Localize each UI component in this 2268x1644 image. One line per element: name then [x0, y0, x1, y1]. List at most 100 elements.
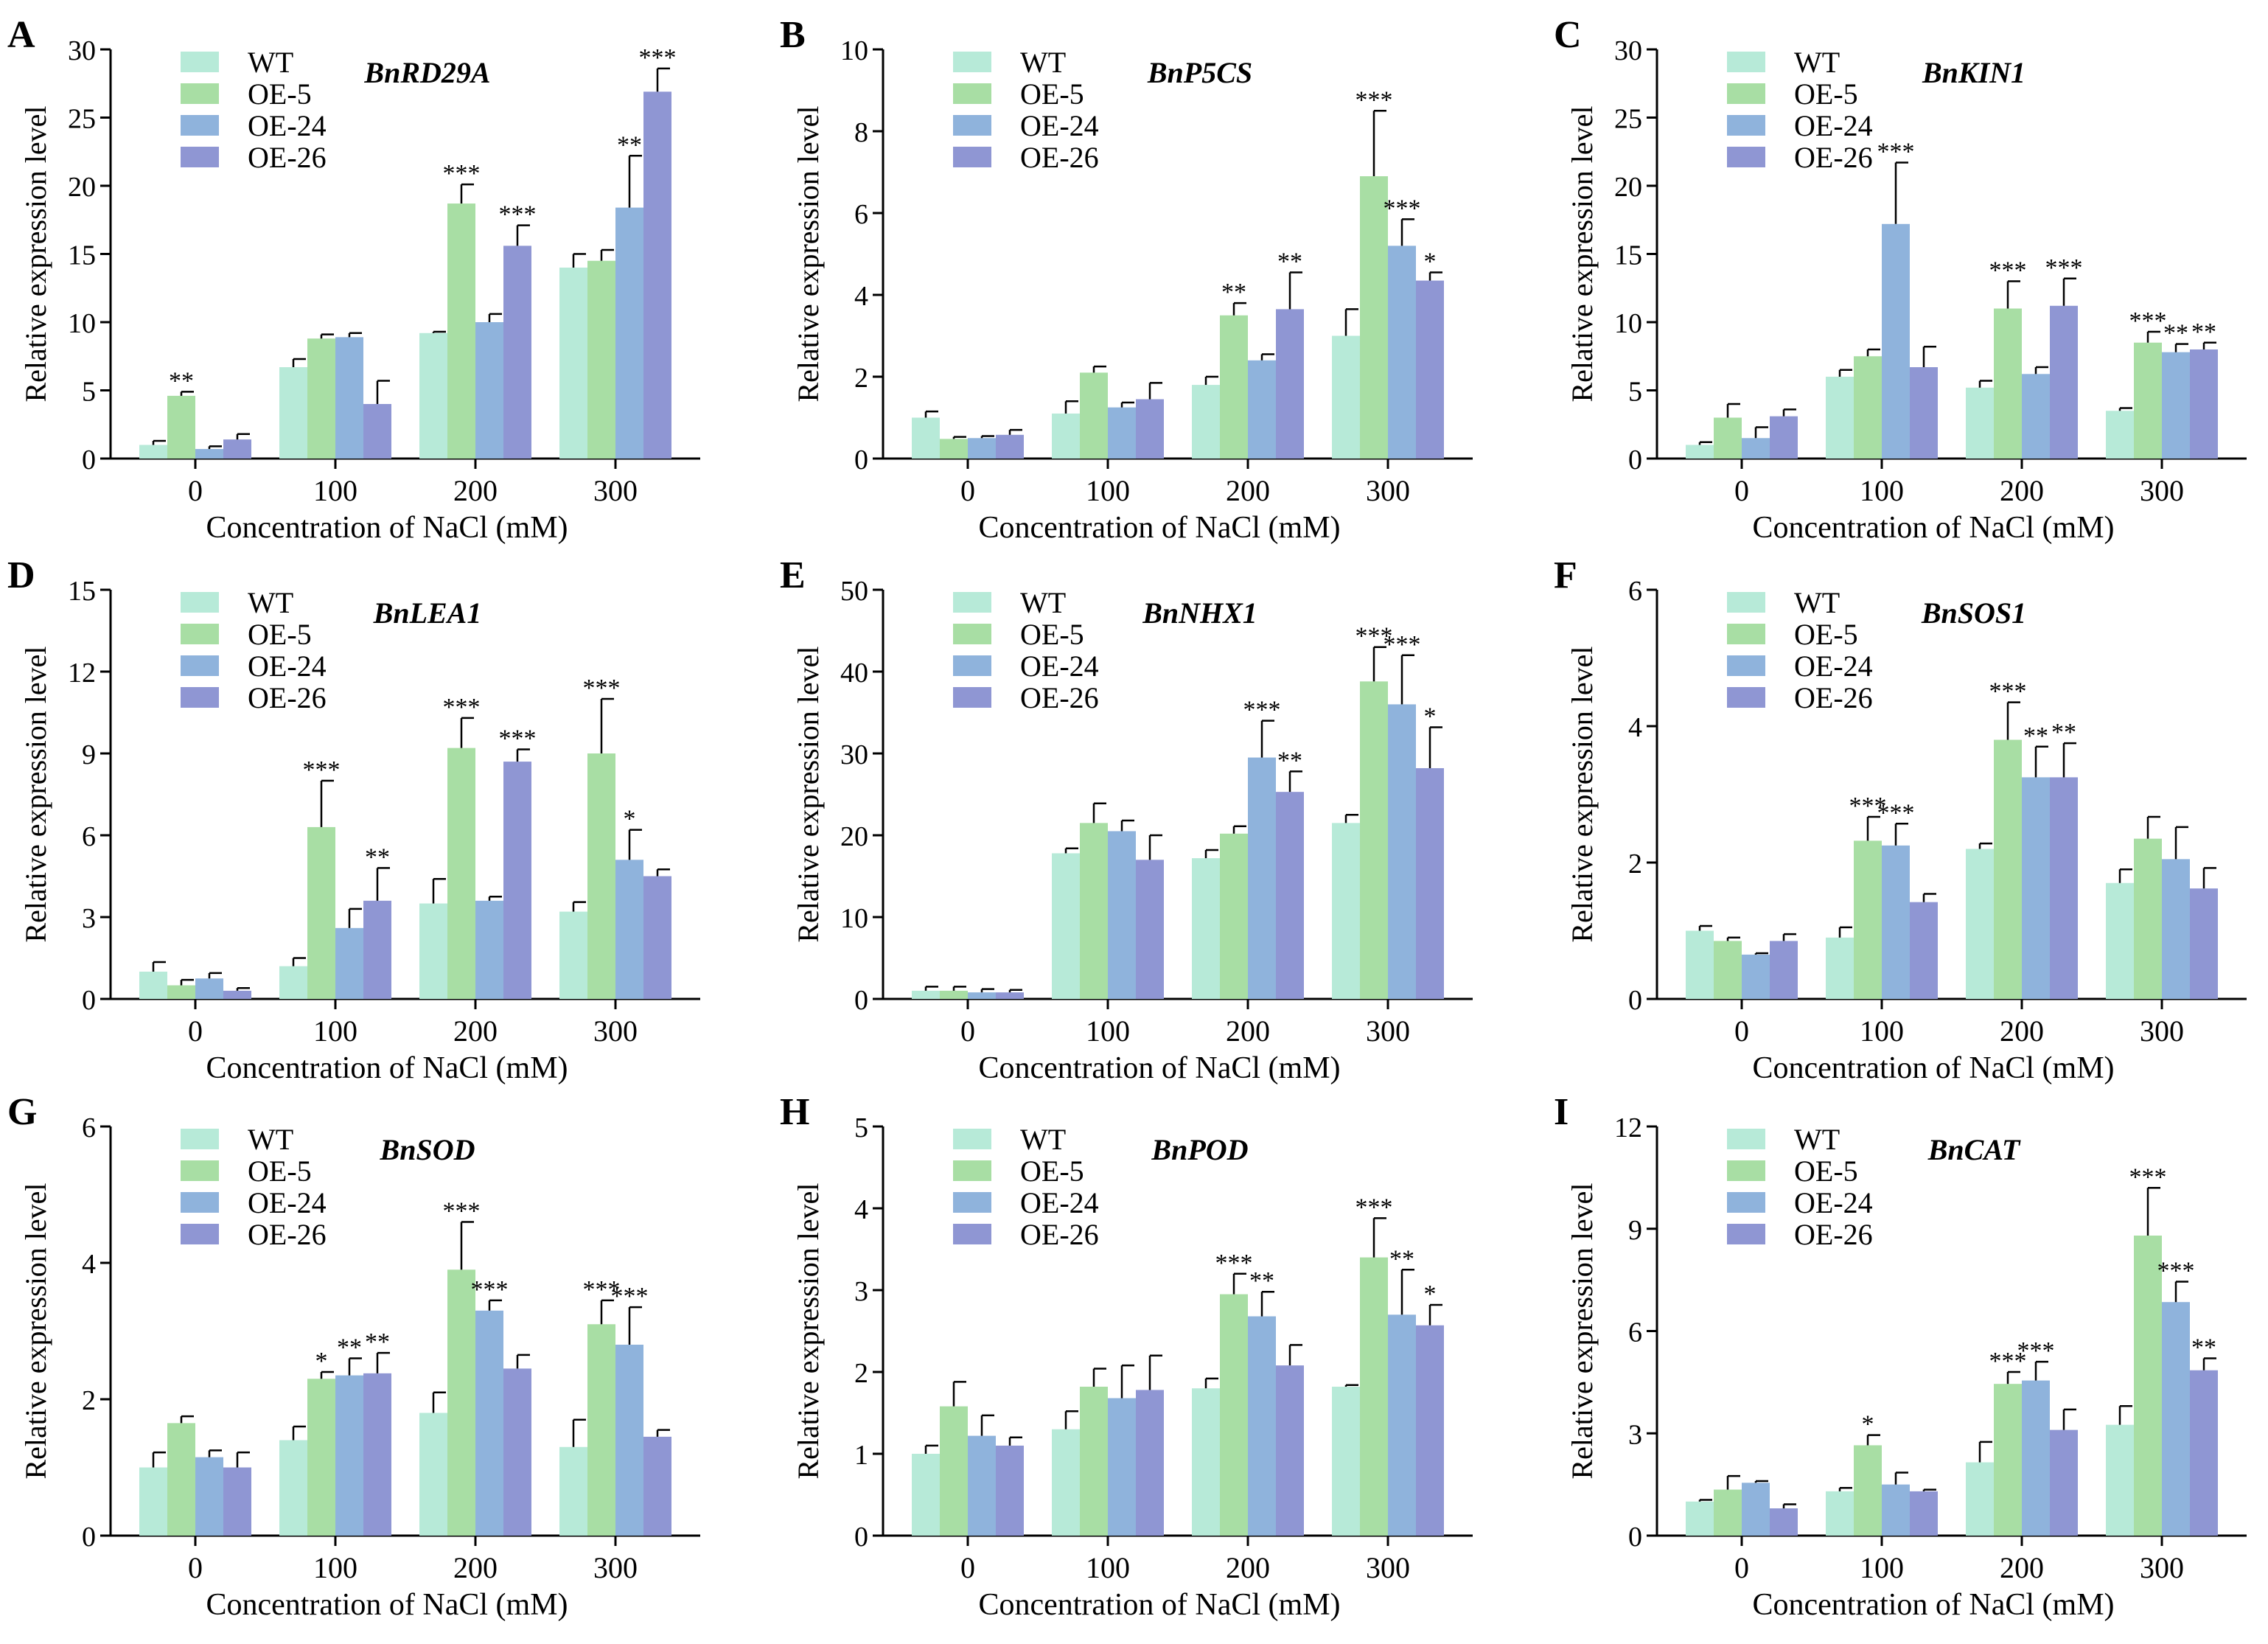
bar-oe-24-200	[1248, 757, 1276, 999]
y-tick-label: 4	[854, 1194, 868, 1225]
x-tick-label: 300	[593, 1014, 638, 1048]
y-axis-title: Relative expression level	[1566, 105, 1599, 402]
bar-oe-5-100	[307, 1379, 335, 1536]
bar-oe-5-300	[1360, 681, 1388, 999]
bar-wt-100	[279, 367, 307, 459]
legend-label: OE-26	[1794, 141, 1873, 174]
legend-label: OE-24	[1020, 109, 1099, 142]
y-tick-label: 0	[854, 985, 868, 1016]
panel-f: F 0 2 4 6 0 100 200 300 Concentration of NaCl (mM…	[1554, 554, 2247, 1085]
y-tick-label: 0	[82, 445, 96, 476]
bar-oe-26-300	[643, 876, 671, 999]
bar-oe-5-200	[447, 203, 475, 459]
significance-label: *	[1424, 703, 1437, 730]
bar-oe-24-0	[1742, 1483, 1770, 1536]
legend-label: OE-5	[1020, 618, 1084, 651]
significance-label: ***	[1215, 1250, 1253, 1277]
bar-oe-5-0	[940, 1406, 968, 1536]
significance-label: ***	[2157, 1257, 2195, 1284]
bar-oe-24-100	[335, 927, 363, 999]
y-tick-label: 40	[840, 658, 868, 689]
bar-wt-0	[1686, 930, 1714, 999]
panel-d: D 0 3 6 9 12 15 0 100 200 300 Concentration of NaCl…	[7, 554, 700, 1085]
y-tick-label: 3	[854, 1276, 868, 1307]
x-tick-label: 0	[960, 1014, 975, 1048]
x-tick-label: 200	[1226, 474, 1270, 507]
bar-oe-24-0	[195, 978, 223, 999]
legend-label: WT	[1020, 586, 1066, 619]
bar-oe-5-0	[1714, 941, 1742, 999]
bar-oe-26-0	[1770, 416, 1798, 459]
bar-oe-24-100	[1882, 223, 1910, 459]
x-axis-title: Concentration of NaCl (mM)	[1752, 1588, 2114, 1622]
bar-wt-100	[279, 1440, 307, 1536]
x-tick-label: 200	[1226, 1014, 1270, 1048]
x-axis-title: Concentration of NaCl (mM)	[978, 1588, 1340, 1622]
x-tick-label: 100	[313, 474, 357, 507]
significance-label: **	[1389, 1245, 1414, 1272]
bar-oe-26-0	[996, 1445, 1024, 1536]
significance-label: ***	[471, 1276, 509, 1303]
legend-swatch-wt	[1727, 52, 1765, 72]
significance-label: ***	[1243, 697, 1281, 724]
significance-label: ***	[443, 1198, 481, 1225]
legend-swatch-oe-5	[181, 624, 219, 644]
x-axis-title: Concentration of NaCl (mM)	[206, 1051, 568, 1085]
bar-oe-26-300	[2190, 888, 2218, 999]
y-tick-label: 0	[854, 1522, 868, 1553]
bar-oe-26-300	[2190, 1370, 2218, 1536]
gene-title: BnNHX1	[1142, 596, 1257, 630]
legend-label: OE-5	[1794, 618, 1858, 651]
x-tick-label: 0	[1734, 1551, 1749, 1584]
significance-label: ***	[611, 1283, 649, 1310]
bar-oe-5-200	[1220, 315, 1248, 459]
y-tick-label: 30	[68, 35, 96, 66]
bar-oe-24-100	[1882, 845, 1910, 999]
bar-oe-26-200	[1276, 792, 1304, 999]
bar-oe-5-100	[1080, 372, 1108, 459]
x-tick-label: 300	[1366, 474, 1410, 507]
bar-oe-26-100	[363, 404, 391, 459]
bar-oe-26-300	[643, 91, 671, 459]
bar-oe-24-0	[195, 1457, 223, 1536]
legend-label: WT	[248, 586, 293, 619]
legend-label: OE-26	[1020, 1218, 1099, 1251]
y-tick-label: 25	[68, 104, 96, 135]
legend-swatch-wt	[1727, 592, 1765, 613]
bar-oe-5-100	[307, 338, 335, 459]
panel-letter: F	[1554, 554, 1577, 596]
y-tick-label: 20	[840, 821, 868, 852]
bar-oe-5-300	[1360, 1257, 1388, 1536]
significance-label: ***	[1989, 1348, 2027, 1375]
legend-swatch-oe-5	[181, 1160, 219, 1181]
bar-oe-26-100	[1910, 1491, 1938, 1536]
bar-oe-5-300	[2134, 342, 2162, 459]
y-tick-label: 9	[82, 739, 96, 770]
significance-label: ***	[1355, 86, 1393, 114]
bar-oe-5-0	[167, 985, 195, 999]
legend-swatch-oe-5	[953, 624, 991, 644]
legend-label: OE-24	[248, 1186, 327, 1219]
legend-label: WT	[248, 46, 293, 79]
legend-label: WT	[1794, 586, 1840, 619]
panel-letter: E	[780, 554, 806, 596]
legend-label: OE-5	[248, 618, 312, 651]
bar-wt-300	[559, 268, 587, 459]
bar-oe-24-200	[475, 322, 503, 459]
bar-oe-5-100	[1080, 1386, 1108, 1536]
legend-swatch-wt	[1727, 1129, 1765, 1149]
bar-wt-100	[1052, 853, 1080, 999]
legend-label: OE-26	[1020, 681, 1099, 714]
x-axis-title: Concentration of NaCl (mM)	[1752, 1051, 2114, 1085]
bar-oe-26-100	[363, 900, 391, 999]
x-tick-label: 0	[1734, 474, 1749, 507]
legend-swatch-oe-24	[181, 1192, 219, 1213]
x-tick-label: 300	[2140, 1551, 2184, 1584]
legend-swatch-oe-24	[181, 655, 219, 676]
x-tick-label: 300	[593, 474, 638, 507]
x-tick-label: 100	[313, 1551, 357, 1584]
bar-wt-200	[1966, 1462, 1994, 1536]
significance-label: **	[1277, 248, 1302, 275]
legend-swatch-wt	[953, 52, 991, 72]
